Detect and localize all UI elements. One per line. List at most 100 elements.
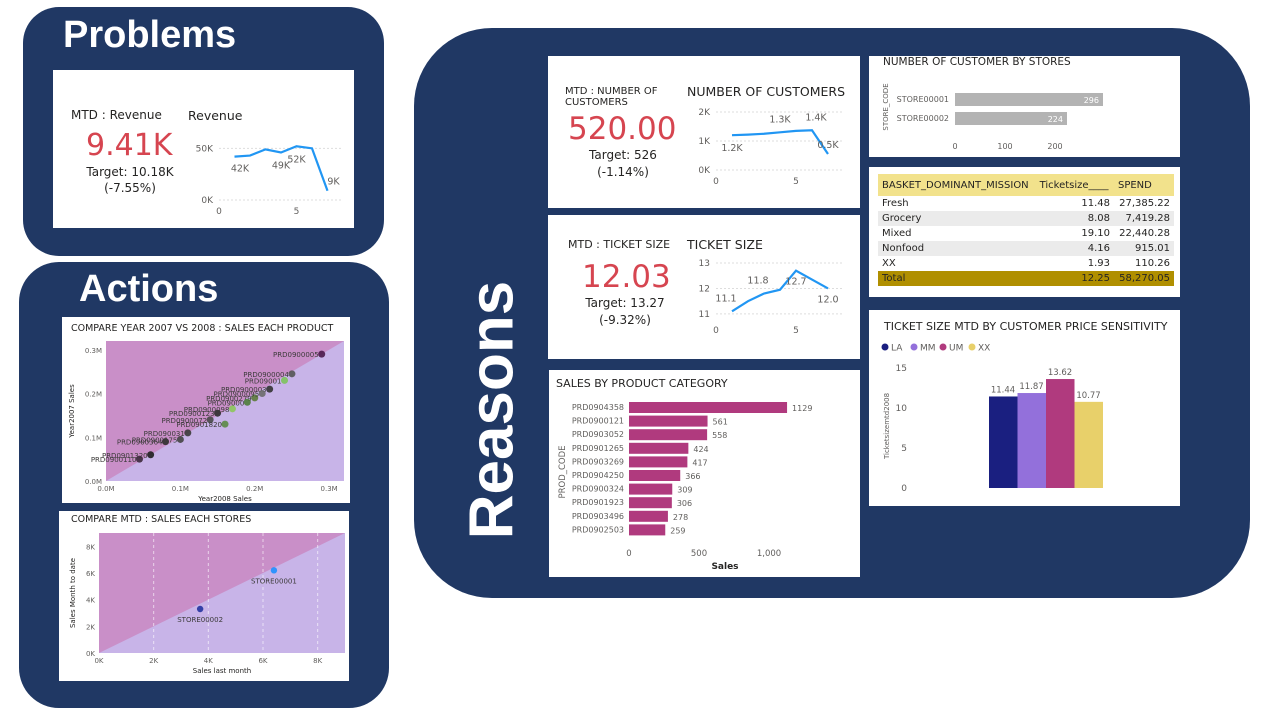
- data-label: 558: [712, 431, 727, 440]
- y-tick-label: 0.3M: [85, 347, 102, 355]
- price-sensitivity-title: TICKET SIZE MTD BY CUSTOMER PRICE SENSIT…: [884, 320, 1168, 333]
- y-tick-label: 2K: [86, 623, 95, 631]
- customers-kpi-label-2: CUSTOMERS: [565, 97, 628, 108]
- sales-category-card[interactable]: SALES BY PRODUCT CATEGORY PROD_CODE PRD09…: [549, 370, 860, 577]
- basket-table: BASKET_DOMINANT_MISSION Ticketsize____ S…: [878, 174, 1174, 286]
- scatter-point: [318, 350, 326, 358]
- x-tick-label: 0: [952, 142, 957, 151]
- product-scatter-card[interactable]: COMPARE YEAR 2007 VS 2008 : SALES EACH P…: [62, 317, 350, 503]
- data-label: 296: [1084, 96, 1099, 105]
- data-label: 424: [693, 445, 708, 454]
- x-tick-label: 2K: [149, 657, 158, 665]
- x-tick-label: 0.1M: [172, 485, 189, 493]
- x-axis-title: Year2008 Sales: [197, 495, 252, 503]
- y-axis-title: STORE_CODE: [882, 83, 890, 130]
- point-label: PRD0900003: [221, 386, 267, 394]
- ticket-chart-title: TICKET SIZE: [687, 237, 763, 252]
- category-label: PRD0901265: [572, 444, 624, 453]
- data-label: 42K: [231, 164, 250, 175]
- legend-marker: [910, 343, 918, 351]
- scatter-point: [243, 398, 251, 406]
- customers-stores-bar-chart: STORE_CODE STORE00001 296 STORE00002 224 0 100…: [882, 83, 1103, 151]
- revenue-kpi-value: 9.41K: [86, 128, 173, 163]
- y-axis-title: Sales Month to date: [69, 558, 77, 628]
- point-label: PRD0900175: [132, 436, 178, 444]
- data-label: 561: [713, 418, 728, 427]
- data-label: 1.2K: [721, 143, 743, 154]
- x-tick-label: 0: [713, 326, 719, 336]
- y-tick-label: 1K: [698, 137, 711, 147]
- revenue-chart-title: Revenue: [188, 108, 243, 123]
- basket-cell: 22,440.28: [1119, 228, 1170, 239]
- customers-kpi-delta: (-1.14%): [597, 165, 649, 179]
- scatter-point: [176, 435, 184, 443]
- store-scatter-card[interactable]: COMPARE MTD : SALES EACH STORES 0K 2K 4K 6K…: [59, 511, 349, 681]
- revenue-card[interactable]: MTD : Revenue 9.41K Target: 10.18K (-7.5…: [53, 70, 354, 228]
- store-scatter-chart: 0K 2K 4K 6K 8K 0K 2K 4K 6K 8K Sales last month Sale…: [69, 533, 345, 675]
- actions-heading: Actions: [79, 268, 219, 310]
- y-tick-label: 0K: [86, 650, 95, 658]
- legend-marker: [881, 343, 889, 351]
- price-sensitivity-card[interactable]: TICKET SIZE MTD BY CUSTOMER PRICE SENSIT…: [869, 310, 1180, 506]
- point-label: STORE00002: [177, 616, 223, 624]
- point-label: PRD09000: [208, 399, 245, 407]
- customers-card[interactable]: MTD : NUMBER OF CUSTOMERS 520.00 Target:…: [548, 56, 860, 208]
- y-tick-label: 8K: [86, 543, 95, 551]
- x-tick-label: 8K: [313, 657, 322, 665]
- basket-table-card[interactable]: BASKET_DOMINANT_MISSION Ticketsize____ S…: [869, 167, 1180, 297]
- scatter-point: [135, 455, 143, 463]
- point-label: PRD0901820: [176, 421, 222, 429]
- data-label: 52K: [287, 154, 306, 165]
- problems-heading: Problems: [63, 14, 237, 56]
- customers-chart-title: NUMBER OF CUSTOMERS: [687, 84, 846, 99]
- basket-total-cell: 12.25: [1081, 273, 1110, 284]
- scatter-point: [270, 567, 278, 574]
- scatter-point: [221, 420, 229, 428]
- product-scatter-chart: 0.0M 0.1M 0.2M 0.3M 0.0M 0.1M 0.2M 0.3M Year2008…: [68, 341, 344, 503]
- scatter-point: [147, 451, 155, 459]
- basket-cell: 7,419.28: [1125, 213, 1170, 224]
- y-tick-label: 0K: [201, 196, 214, 206]
- y-tick-label: 0: [901, 484, 907, 494]
- point-label: PRD090031: [144, 430, 185, 438]
- category-label: PRD0903269: [572, 457, 624, 466]
- basket-header-spend[interactable]: SPEND: [1113, 174, 1174, 196]
- category-label: PRD0904250: [572, 471, 624, 480]
- ticket-kpi-delta: (-9.32%): [599, 313, 651, 327]
- category-label: PRD0902503: [572, 525, 624, 534]
- data-label: 278: [673, 513, 688, 522]
- customers-kpi-label-1: MTD : NUMBER OF: [565, 86, 658, 97]
- store-scatter-title: COMPARE MTD : SALES EACH STORES: [71, 514, 252, 525]
- y-tick-label: 2K: [698, 108, 711, 118]
- category-label: PRD0903052: [572, 430, 624, 439]
- basket-total-cell: Total: [882, 273, 906, 284]
- point-label: PRD0901320: [102, 452, 148, 460]
- y-tick-label: 11: [699, 310, 710, 320]
- y-tick-label: 6K: [86, 570, 95, 578]
- x-tick-label: 4K: [204, 657, 213, 665]
- table-row: Mixed 19.10 22,440.28: [878, 226, 1174, 241]
- table-row: XX 1.93 110.26: [878, 256, 1174, 271]
- y-tick-label: 0.1M: [85, 434, 102, 442]
- revenue-kpi-delta: (-7.55%): [104, 181, 156, 195]
- customers-stores-card[interactable]: NUMBER OF CUSTOMER BY STORES STORE_CODE S…: [869, 56, 1180, 157]
- basket-table-header: BASKET_DOMINANT_MISSION Ticketsize____ S…: [878, 174, 1174, 196]
- basket-header-mission[interactable]: BASKET_DOMINANT_MISSION: [878, 174, 1036, 196]
- point-label: PRD0900123: [169, 410, 215, 418]
- x-tick-label: 0.0M: [97, 485, 114, 493]
- point-label: PRD0900279: [206, 395, 252, 403]
- y-tick-label: 12: [699, 284, 710, 294]
- y-tick-label: 4K: [86, 597, 95, 605]
- upper-region: [106, 341, 344, 481]
- ticket-card[interactable]: MTD : TICKET SIZE 12.03 Target: 13.27 (-…: [548, 215, 860, 359]
- x-tick-label: 5: [793, 326, 799, 336]
- data-label: 259: [670, 526, 685, 535]
- scatter-point: [196, 605, 204, 613]
- point-label: PRD0900004: [243, 371, 289, 379]
- category-label: PRD0901923: [572, 498, 624, 507]
- customers-kpi-target: Target: 526: [589, 148, 657, 162]
- basket-cell: 110.26: [1135, 258, 1170, 269]
- basket-header-ticketsize[interactable]: Ticketsize____: [1035, 174, 1114, 196]
- sales-category-title: SALES BY PRODUCT CATEGORY: [556, 377, 728, 390]
